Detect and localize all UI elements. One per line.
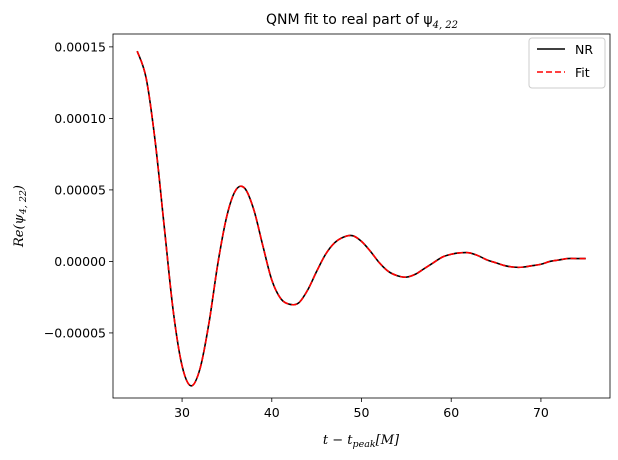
x-axis-label-unit: [M] [376,433,400,448]
chart-title-main: QNM fit to real part of ψ [266,12,433,28]
x-tick-label: 40 [264,405,280,420]
y-axis-label-main: Re(ψ [12,213,27,248]
series-lines [136,50,586,387]
legend-fit-label: Fit [575,65,590,80]
x-axis-label: t − tpeak[M] [323,433,400,450]
legend-box [528,37,606,89]
legend-nr-label: NR [575,42,593,57]
y-tick-label: 0.00005 [54,182,106,197]
x-tick-label: 70 [533,405,549,420]
y-tick-label: 0.00015 [54,39,106,54]
y-axis-label-close: ) [12,185,27,191]
y-axis-label-subscript: 4, 22 [18,190,29,215]
x-tick-label: 60 [443,405,459,420]
axis-ticks: 30 40 50 60 70 −0.00005 0.00000 0.00005 0.00010 0… [44,39,549,420]
y-tick-label: 0.00010 [54,111,106,126]
y-axis-label: Re(ψ4, 22) [12,185,29,248]
chart-title-subscript: 4, 22 [432,20,458,31]
legend: NR Fit [528,37,606,89]
chart-title: QNM fit to real part of ψ4, 22 [266,12,458,31]
y-tick-label: −0.00005 [44,325,106,340]
x-axis-label-subscript: peak [353,439,376,450]
series-line-fit [136,50,586,387]
x-tick-label: 30 [174,405,190,420]
y-tick-label: 0.00000 [54,254,106,269]
x-axis-label-main: t − t [323,433,353,448]
x-tick-label: 50 [354,405,370,420]
